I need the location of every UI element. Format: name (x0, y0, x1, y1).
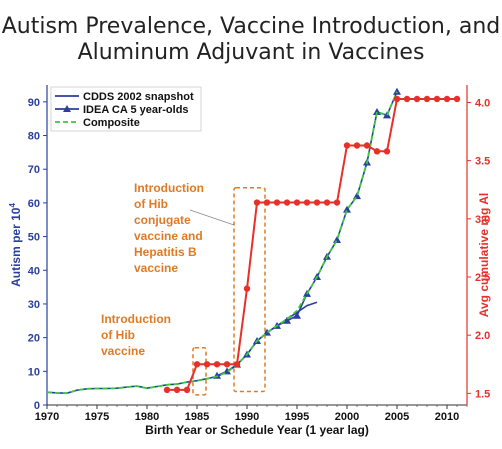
series-aluminum-point (243, 285, 251, 292)
series-aluminum-point (453, 95, 461, 103)
series-aluminum-point (433, 95, 441, 103)
x-axis-label: Birth Year or Schedule Year (1 year lag) (145, 423, 369, 437)
right-axis-label: Avg cumulative mg Al (477, 193, 491, 317)
chart-title: Autism Prevalence, Vaccine Introduction,… (0, 14, 502, 66)
legend-swatch-marker (63, 105, 71, 112)
x-tick-label: 1990 (235, 411, 259, 423)
x-tick-label: 1985 (185, 411, 209, 423)
annotation-hib-hepb-line: Introduction (134, 181, 204, 195)
annotation-hib-hepb-line: of Hib (134, 197, 168, 211)
left-tick-label: 0 (34, 400, 40, 412)
left-axis-label-text: Autism per 10 (9, 207, 23, 287)
x-tick-label: 1975 (85, 411, 109, 423)
series-aluminum-point (333, 199, 341, 206)
left-tick-label: 50 (28, 232, 40, 244)
series-idea-point (293, 311, 301, 319)
annotation-hib-line: of Hib (101, 328, 135, 342)
left-tick-label: 80 (28, 131, 40, 143)
annotation-box-hib (192, 346, 207, 396)
series-idea-point (283, 316, 291, 324)
series-idea-point (263, 328, 271, 336)
left-tick-label: 30 (28, 299, 40, 311)
left-tick-label: 60 (28, 198, 40, 210)
chart-title-line-2: Aluminum Adjuvant in Vaccines (77, 40, 425, 65)
series-aluminum-point (343, 142, 351, 149)
right-tick-label: 2.5 (475, 272, 490, 284)
x-tick-label: 2005 (385, 411, 409, 423)
annotation-hib-hepb-line: vaccine and (134, 229, 203, 243)
series-idea-point (343, 205, 351, 213)
left-tick-label: 90 (28, 97, 40, 109)
series-aluminum-point (253, 199, 261, 206)
chart-title-line-1: Autism Prevalence, Vaccine Introduction,… (1, 14, 501, 39)
left-tick-label: 70 (28, 164, 40, 176)
series-aluminum-point (203, 361, 211, 368)
left-axis-label-superscript: 4 (8, 203, 17, 208)
legend-entry: IDEA CA 5 year-olds (83, 104, 189, 116)
series-aluminum-point (233, 361, 241, 368)
series-aluminum-line (167, 98, 457, 391)
annotation-hib-hepb-line: Hepatitis B (134, 245, 197, 259)
annotation-pointer (189, 209, 235, 226)
series-aluminum-point (363, 142, 371, 149)
x-tick-label: 1970 (35, 411, 59, 423)
annotation-hib-line: vaccine (101, 344, 145, 358)
series-aluminum-point (353, 142, 361, 149)
right-tick-label: 4.0 (475, 97, 490, 109)
series-aluminum-point (303, 199, 311, 206)
series-cdds-line (46, 301, 318, 395)
series-aluminum-point (413, 95, 421, 103)
right-tick-label: 1.5 (475, 388, 490, 400)
annotation-hib-hepb-line: conjugate (134, 213, 191, 227)
left-tick-label: 40 (28, 265, 40, 277)
series-aluminum-point (273, 199, 281, 206)
series-idea-point (393, 87, 401, 95)
series-idea-point (333, 235, 341, 243)
series-aluminum-point (183, 386, 191, 394)
x-tick-label: 1995 (285, 411, 309, 423)
series-aluminum-point (393, 95, 401, 103)
series-aluminum-point (293, 199, 301, 206)
series-aluminum-point (323, 199, 331, 206)
series-aluminum-point (283, 199, 291, 206)
series-aluminum-point (373, 148, 381, 155)
annotation-box-hib-hepb (233, 186, 266, 393)
series-aluminum-point (193, 361, 201, 368)
series-aluminum-point (173, 386, 181, 394)
series-aluminum-point (263, 199, 271, 206)
annotation-hib-hepb-line: vaccine (134, 261, 178, 275)
series-aluminum-point (443, 95, 451, 103)
series-aluminum-point (213, 361, 221, 368)
series-composite-line (46, 91, 398, 395)
legend-entry: Composite (83, 117, 140, 129)
x-tick-label: 2010 (435, 411, 459, 423)
right-tick-label: 3.5 (475, 156, 490, 168)
left-tick-label: 10 (28, 366, 40, 378)
right-tick-label: 3.0 (475, 214, 490, 226)
series-aluminum-point (403, 95, 411, 103)
series-aluminum-point (223, 361, 231, 368)
x-tick-label: 1980 (135, 411, 159, 423)
series-aluminum-point (163, 386, 171, 394)
legend-entry: CDDS 2002 snapshot (83, 91, 194, 103)
left-axis-label: Autism per 104 (8, 203, 23, 287)
left-tick-label: 20 (28, 333, 40, 345)
annotation-hib-line: Introduction (101, 312, 171, 326)
x-tick-label: 2000 (335, 411, 359, 423)
series-aluminum-point (313, 199, 321, 206)
series-idea-point (373, 107, 381, 115)
series-idea-line (216, 91, 398, 377)
series-aluminum-point (383, 148, 391, 155)
series-aluminum-point (423, 95, 431, 103)
right-tick-label: 2.0 (475, 330, 490, 342)
